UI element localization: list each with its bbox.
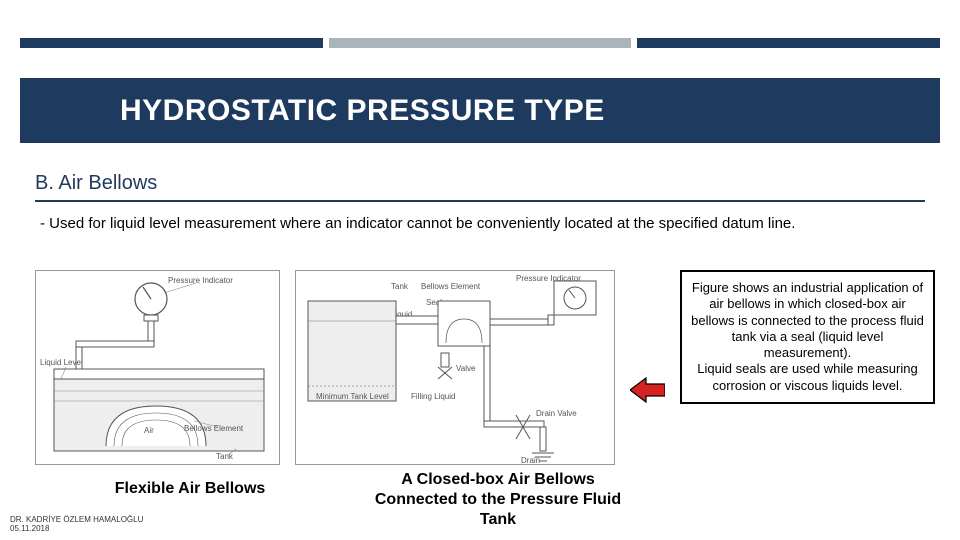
footer-author: DR. KADRİYE ÖZLEM HAMALOĞLU xyxy=(10,515,143,525)
label-bellows-element: Bellows Element xyxy=(184,424,244,433)
accent-segment xyxy=(329,38,632,48)
label-drain: Drain xyxy=(521,456,540,465)
accent-segment xyxy=(20,38,323,48)
slide-title: HYDROSTATIC PRESSURE TYPE xyxy=(120,94,605,128)
label-pressure-indicator-2: Pressure Indicator xyxy=(516,274,581,283)
figure-flexible-bellows: Pressure Indicator Liquid Level Air Bell… xyxy=(35,270,280,465)
label-liquid-level: Liquid Level xyxy=(40,358,83,367)
note-paragraph-1: Figure shows an industrial application o… xyxy=(688,280,927,361)
label-pressure-indicator: Pressure Indicator xyxy=(168,276,233,285)
slide-footer: DR. KADRİYE ÖZLEM HAMALOĞLU 05.11.2018 xyxy=(10,515,143,534)
label-tank-2: Tank xyxy=(391,282,409,291)
subheading-underline xyxy=(35,200,925,202)
figure-closed-box-bellows: Pressure Indicator Bellows Element Tank … xyxy=(295,270,615,465)
label-min-tank-level: Minimum Tank Level xyxy=(316,392,389,401)
label-air: Air xyxy=(144,426,154,435)
label-drain-valve: Drain Valve xyxy=(536,409,577,418)
label-valve: Valve xyxy=(456,364,476,373)
footer-date: 05.11.2018 xyxy=(10,524,143,534)
caption-figure-2: A Closed-box Air Bellows Connected to th… xyxy=(358,470,638,530)
label-filling-liquid: Filling Liquid xyxy=(411,392,455,401)
figures-row: Pressure Indicator Liquid Level Air Bell… xyxy=(35,270,940,465)
diagram-flexible-bellows-svg: Pressure Indicator Liquid Level Air Bell… xyxy=(36,271,281,466)
left-arrow-icon xyxy=(630,376,665,404)
accent-segment xyxy=(637,38,940,48)
top-accent-bar xyxy=(20,38,940,48)
label-bellows-element-2: Bellows Element xyxy=(421,282,481,291)
note-box: Figure shows an industrial application o… xyxy=(680,270,935,404)
label-tank: Tank xyxy=(216,452,234,461)
diagram-closed-box-bellows-svg: Pressure Indicator Bellows Element Tank … xyxy=(296,271,616,466)
title-bar: HYDROSTATIC PRESSURE TYPE xyxy=(20,78,940,143)
section-subheading: B. Air Bellows xyxy=(35,172,157,195)
arrow-column xyxy=(630,270,665,450)
bullet-text: - Used for liquid level measurement wher… xyxy=(40,214,920,234)
caption-figure-1: Flexible Air Bellows xyxy=(90,480,290,498)
note-paragraph-2: Liquid seals are used while measuring co… xyxy=(688,361,927,394)
